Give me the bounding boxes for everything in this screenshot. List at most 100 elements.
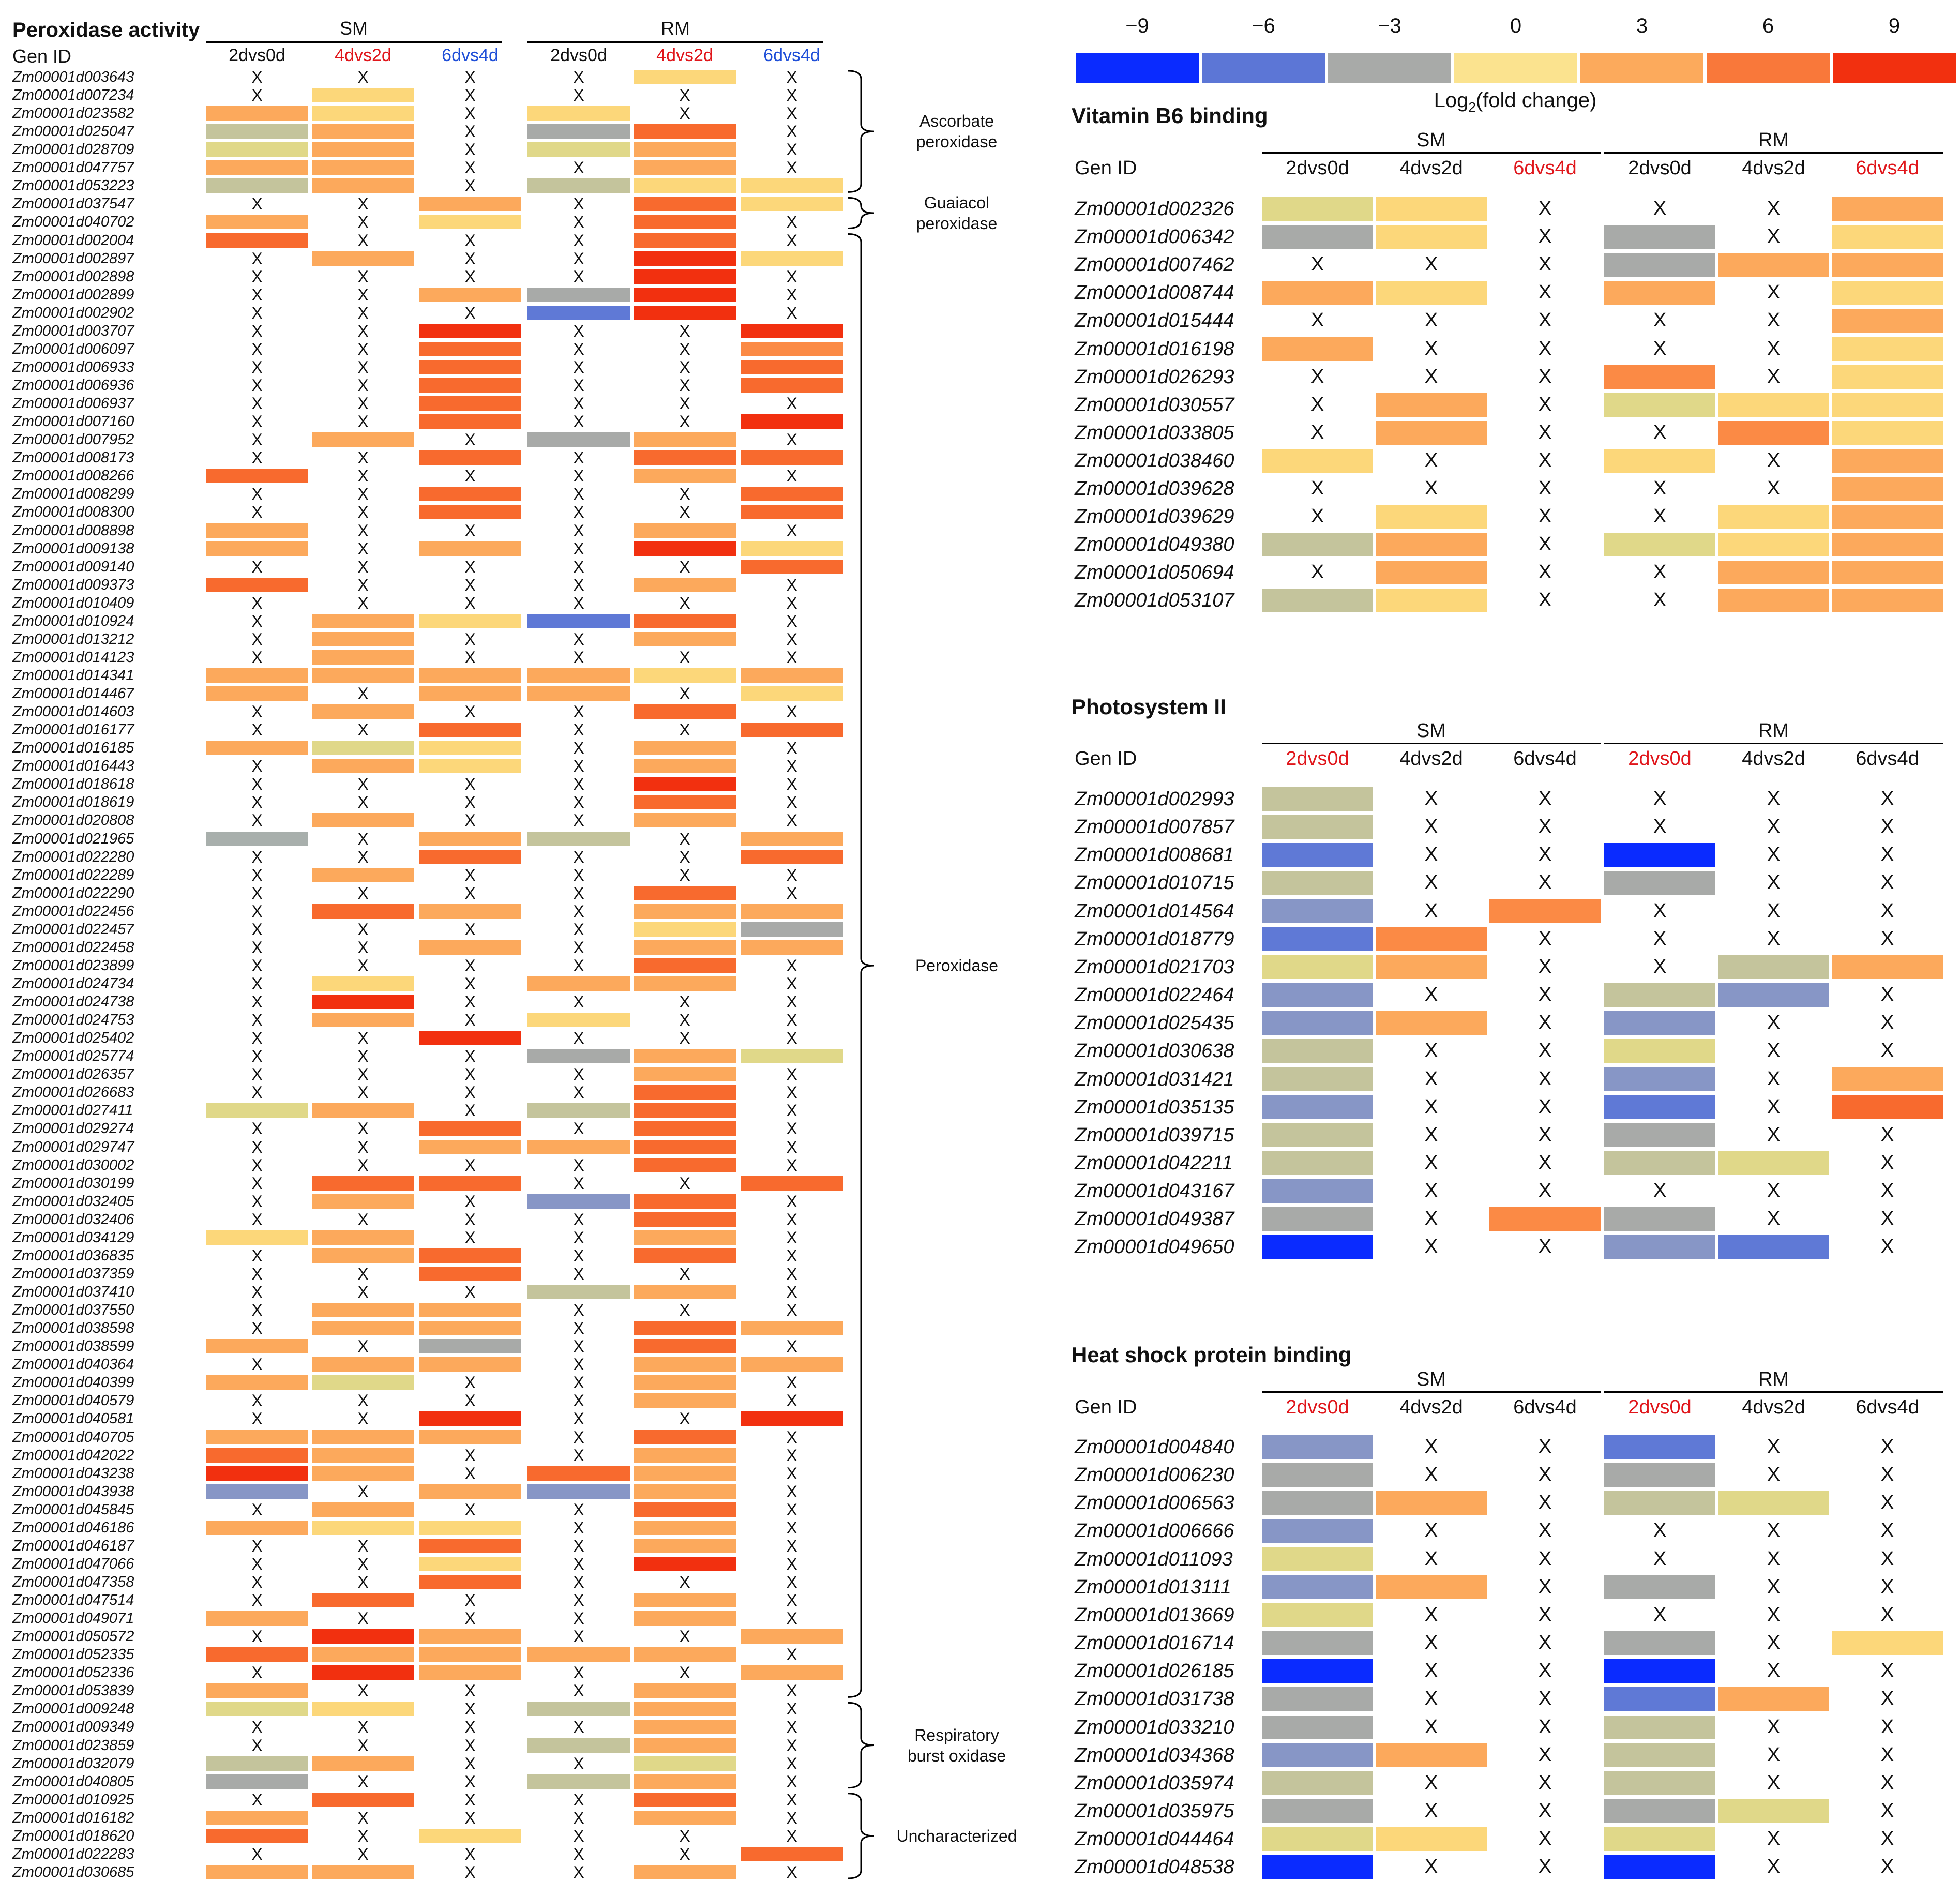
annotation-label-line: Uncharacterized — [896, 1826, 1017, 1845]
not-significant-mark: X — [251, 593, 263, 612]
gene-id: Zm00001d007952 — [12, 431, 134, 448]
heatmap-cell — [1832, 337, 1943, 361]
gene-id: Zm00001d044464 — [1075, 1828, 1234, 1850]
heatmap-cell — [634, 813, 736, 828]
not-significant-mark: X — [786, 1192, 797, 1211]
heatmap-cell — [1604, 843, 1715, 867]
peroxidase-brackets — [848, 70, 875, 1879]
gene-id: Zm00001d042022 — [12, 1447, 134, 1464]
not-significant-mark: X — [251, 1355, 263, 1374]
not-significant-mark: X — [1424, 253, 1438, 276]
gene-id: Zm00001d007160 — [12, 413, 134, 430]
heatmap-cell — [1262, 281, 1373, 305]
heatmap-cell — [1604, 1011, 1715, 1035]
heatmap-cell — [1262, 1659, 1373, 1683]
heatmap-cell — [1604, 365, 1715, 389]
heatmap-cell — [741, 487, 843, 502]
not-significant-mark: X — [679, 357, 690, 377]
not-significant-mark: X — [573, 1246, 584, 1265]
not-significant-mark: X — [251, 249, 263, 268]
heatmap-cell — [634, 940, 736, 955]
gene-id: Zm00001d050572 — [12, 1628, 134, 1645]
not-significant-mark: X — [573, 1355, 584, 1374]
heatmap-cell — [419, 831, 521, 846]
not-significant-mark: X — [1767, 1123, 1781, 1146]
gene-id: Zm00001d014603 — [12, 703, 134, 720]
vitamin-col-header-0: 2dvs0d — [1286, 157, 1349, 179]
not-significant-mark: X — [573, 901, 584, 921]
not-significant-mark: X — [1538, 337, 1552, 359]
not-significant-mark: X — [251, 1119, 263, 1138]
not-significant-mark: X — [786, 1029, 797, 1048]
not-significant-mark: X — [1538, 927, 1552, 950]
not-significant-mark: X — [1653, 477, 1667, 499]
not-significant-mark: X — [464, 1609, 476, 1628]
not-significant-mark: X — [1538, 1151, 1552, 1173]
not-significant-mark: X — [251, 557, 263, 576]
gene-id: Zm00001d032405 — [12, 1193, 134, 1210]
heatmap-cell — [1376, 420, 1487, 445]
heatmap-cell — [419, 1031, 521, 1046]
not-significant-mark: X — [1310, 309, 1324, 332]
heatmap-cell — [419, 759, 521, 774]
heatmap-cell — [312, 1248, 414, 1263]
heatmap-cell — [206, 1520, 308, 1535]
not-significant-mark: X — [251, 68, 263, 86]
not-significant-mark: X — [464, 1681, 476, 1701]
heatmap-cell — [527, 432, 630, 447]
not-significant-mark: X — [251, 339, 263, 358]
heatmap-cell — [634, 976, 736, 991]
heatmap-cell — [1604, 1659, 1715, 1683]
heatmap-cell — [1832, 197, 1943, 221]
heatmap-cell — [1604, 1151, 1715, 1175]
gene-id: Zm00001d007234 — [12, 87, 134, 104]
not-significant-mark: X — [1767, 1464, 1781, 1486]
not-significant-mark: X — [679, 376, 690, 395]
psii-group-rm: RM — [1758, 720, 1789, 742]
gene-id: Zm00001d008300 — [12, 504, 134, 521]
heatmap-cell — [419, 849, 521, 864]
not-significant-mark: X — [1538, 561, 1552, 583]
heatmap-cell — [1832, 281, 1943, 305]
not-significant-mark: X — [786, 1736, 797, 1755]
not-significant-mark: X — [679, 86, 690, 105]
gene-id: Zm00001d040579 — [12, 1392, 134, 1409]
gene-id: Zm00001d042211 — [1075, 1152, 1233, 1174]
heatmap-cell — [634, 233, 736, 248]
not-significant-mark: X — [1424, 1799, 1438, 1822]
not-significant-mark: X — [1767, 1603, 1781, 1626]
peroxidase-group-rm-line — [527, 41, 823, 43]
not-significant-mark: X — [1653, 1180, 1667, 1202]
gene-id: Zm00001d020808 — [12, 812, 134, 829]
not-significant-mark: X — [464, 1283, 476, 1302]
heatmap-cell — [741, 668, 843, 683]
not-significant-mark: X — [1538, 253, 1552, 276]
not-significant-mark: X — [786, 1645, 797, 1664]
heatmap-cell — [1262, 1631, 1373, 1656]
heatmap-cell — [1832, 505, 1943, 529]
gene-id: Zm00001d024753 — [12, 1012, 134, 1029]
not-significant-mark: X — [786, 956, 797, 975]
not-significant-mark: X — [786, 757, 797, 776]
not-significant-mark: X — [1653, 816, 1667, 838]
not-significant-mark: X — [1880, 1743, 1894, 1766]
not-significant-mark: X — [573, 1500, 584, 1519]
not-significant-mark: X — [1424, 816, 1438, 838]
not-significant-mark: X — [1538, 393, 1552, 415]
not-significant-mark: X — [464, 1155, 476, 1175]
heatmap-cell — [527, 124, 630, 139]
heatmap-cell — [312, 160, 414, 175]
not-significant-mark: X — [1538, 589, 1552, 611]
not-significant-mark: X — [357, 1482, 369, 1501]
heatmap-cell — [741, 414, 843, 429]
legend-label-subscript: 2 — [1468, 99, 1476, 115]
not-significant-mark: X — [251, 920, 263, 939]
vitamin-title: Vitamin B6 binding — [1072, 103, 1268, 128]
heatmap-cell — [312, 1792, 414, 1807]
not-significant-mark: X — [786, 1609, 797, 1628]
heatmap-cell — [634, 759, 736, 774]
legend-swatch — [1833, 53, 1956, 83]
not-significant-mark: X — [464, 648, 476, 667]
gene-id: Zm00001d026357 — [12, 1066, 134, 1083]
not-significant-mark: X — [251, 1536, 263, 1555]
